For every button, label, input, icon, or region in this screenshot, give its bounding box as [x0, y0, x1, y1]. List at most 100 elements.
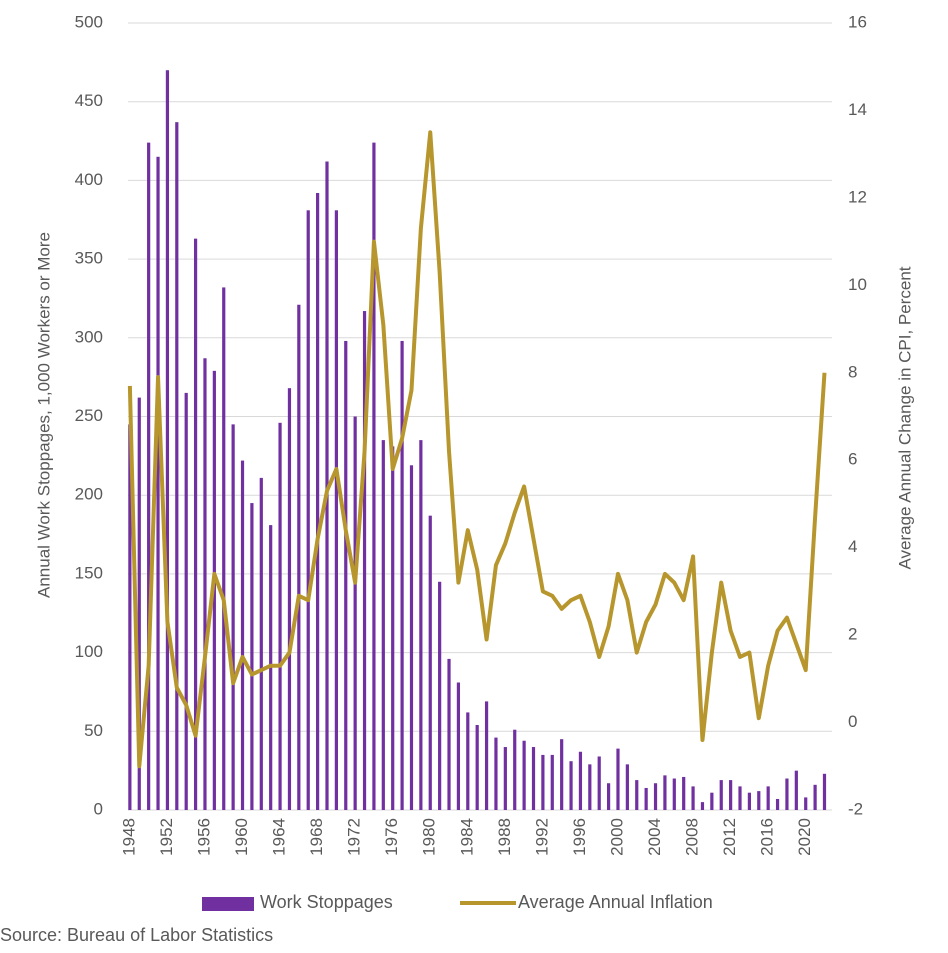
y-tick-label: 250 [75, 406, 103, 425]
bar [644, 787, 648, 810]
bar [175, 122, 179, 811]
bar [766, 786, 770, 810]
y2-tick-label: 8 [848, 362, 857, 381]
bar [353, 416, 357, 810]
y-tick-label: 0 [94, 799, 103, 818]
bar [606, 783, 611, 810]
x-tick-label: 1992 [532, 818, 551, 856]
x-tick-label: 1996 [570, 818, 589, 856]
bar [794, 770, 798, 810]
x-tick-label: 1960 [232, 818, 251, 856]
x-tick-label: 1956 [194, 818, 213, 856]
bar [447, 658, 451, 810]
bar [560, 739, 564, 810]
y2-tick-label: 0 [848, 712, 857, 731]
bar [710, 792, 714, 810]
bar [184, 392, 188, 810]
bar [747, 792, 751, 810]
x-tick-label: 2016 [758, 818, 777, 856]
x-tick-label: 2012 [720, 818, 739, 856]
bar [616, 748, 620, 810]
x-tick-label: 2020 [795, 818, 814, 856]
x-tick-label: 1948 [119, 818, 138, 856]
x-tick-label: 1972 [345, 818, 364, 856]
y2-tick-label: 12 [848, 187, 867, 206]
bar [475, 725, 479, 810]
y-tick-label: 300 [75, 327, 103, 346]
legend-swatch [202, 897, 254, 911]
y2-axis-title: Average Annual Change in CPI, Percent [895, 266, 914, 569]
x-tick-label: 1968 [307, 818, 326, 856]
bar [306, 210, 310, 810]
bar [775, 798, 780, 810]
legend-label: Average Annual Inflation [518, 892, 713, 912]
bar [550, 754, 554, 810]
x-tick-label: 2000 [607, 818, 626, 856]
bar [278, 422, 282, 810]
bar [240, 460, 245, 810]
y2-tick-label: 2 [848, 625, 857, 644]
bar [700, 802, 705, 810]
bar [156, 156, 160, 811]
line [127, 130, 827, 769]
y-tick-label: 50 [84, 721, 103, 740]
bar [438, 581, 442, 810]
bar [588, 764, 592, 810]
y-tick-label: 450 [75, 91, 103, 110]
bar [147, 142, 151, 810]
bar [466, 712, 470, 810]
bar [494, 737, 498, 810]
y2-tick-label: 14 [848, 100, 867, 119]
y-tick-label: 500 [75, 12, 103, 31]
bar [522, 740, 526, 810]
bar [428, 515, 432, 810]
bar [625, 764, 629, 810]
bar [334, 210, 338, 810]
bar [165, 70, 170, 811]
bar [822, 773, 827, 810]
bar [635, 780, 639, 810]
x-tick-label: 1964 [270, 818, 289, 856]
bar [193, 238, 198, 810]
bar [691, 786, 695, 810]
bar [128, 424, 132, 810]
bar [222, 287, 226, 810]
bar [297, 304, 301, 810]
bar [391, 446, 395, 810]
bar [203, 358, 207, 810]
bar [419, 440, 423, 810]
bar [541, 754, 545, 810]
bar [719, 780, 723, 810]
bar [672, 778, 676, 810]
bar [653, 783, 658, 810]
y-tick-label: 400 [75, 170, 103, 189]
bar [785, 778, 789, 810]
x-tick-label: 1952 [157, 818, 176, 856]
y-tick-label: 100 [75, 642, 103, 661]
bar [804, 797, 808, 810]
y2-tick-label: 4 [848, 537, 857, 556]
bar [137, 397, 141, 810]
bar [325, 161, 329, 811]
x-tick-label: 1980 [420, 818, 439, 856]
y2-tick-label: 10 [848, 275, 867, 294]
y2-tick-label: -2 [848, 799, 863, 818]
bar [729, 780, 733, 810]
bar [362, 311, 367, 810]
bar [231, 424, 235, 810]
bar [531, 747, 536, 810]
source-note: Source: Bureau of Labor Statistics [0, 925, 273, 945]
bar [381, 440, 385, 810]
bar [259, 477, 263, 810]
bar [372, 142, 376, 810]
bar [738, 786, 742, 810]
bar [287, 388, 292, 810]
y2-tick-label: 6 [848, 450, 857, 469]
bar [409, 465, 414, 810]
bar [757, 791, 761, 810]
y2-tick-label: 16 [848, 12, 867, 31]
bar [663, 775, 667, 810]
bar [400, 340, 404, 810]
bar [503, 747, 507, 810]
